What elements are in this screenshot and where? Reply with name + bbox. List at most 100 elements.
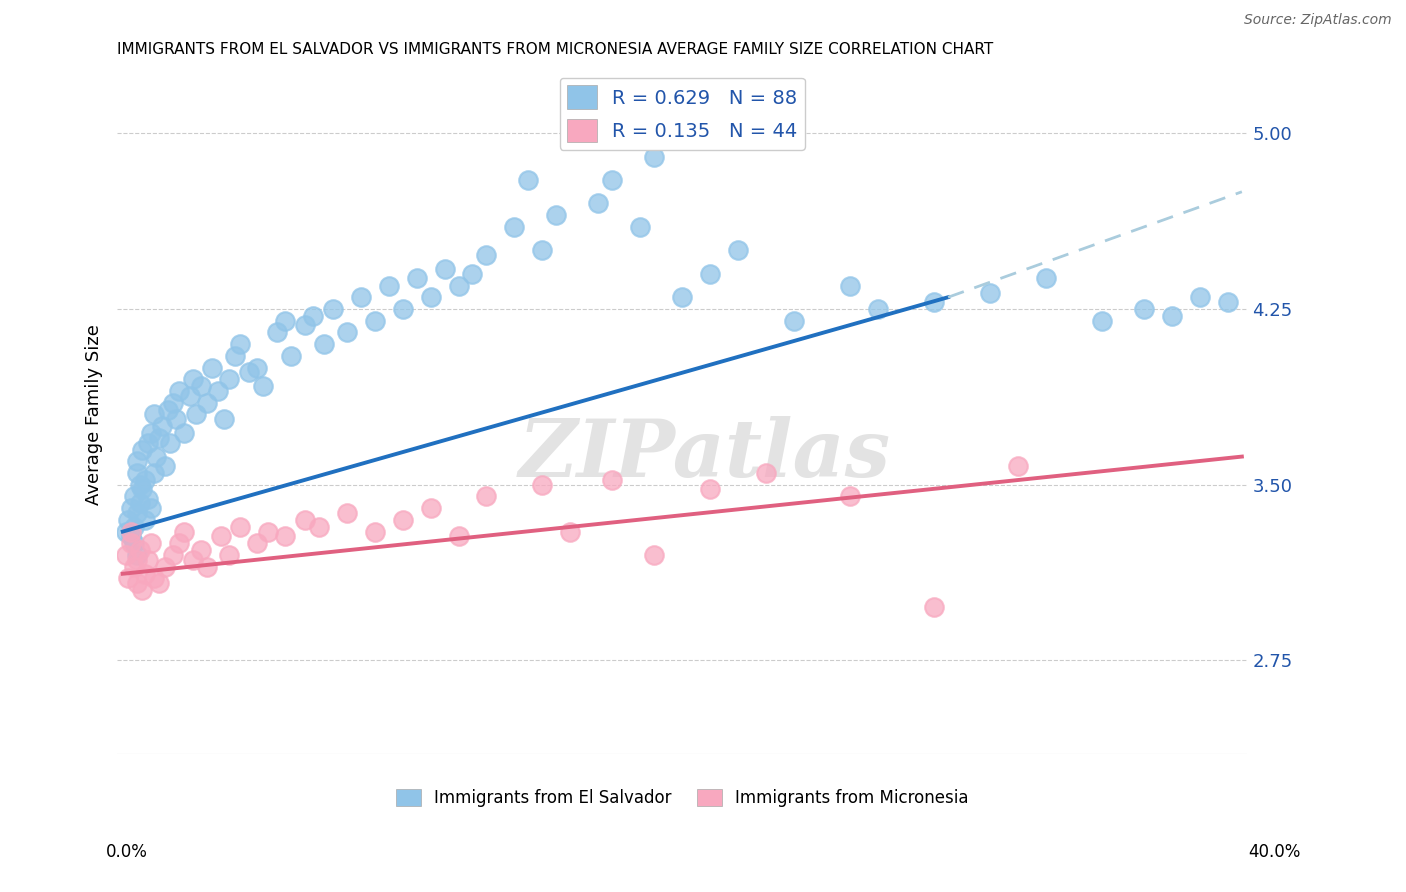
Point (125, 548, 148, 562)
Point (1161, 309, 1184, 323)
Point (280, 349, 302, 363)
Point (643, 548, 665, 562)
Point (419, 501, 441, 516)
Point (162, 548, 184, 562)
Point (531, 477, 554, 491)
Point (322, 301, 344, 316)
Point (266, 326, 288, 340)
Point (184, 408, 207, 422)
Point (1133, 301, 1156, 316)
Point (839, 278, 862, 293)
Point (922, 599, 945, 614)
Point (209, 529, 232, 543)
Point (308, 520, 330, 534)
Point (145, 450, 167, 464)
Point (117, 513, 139, 527)
Point (602, 473, 624, 487)
Point (167, 384, 190, 398)
Point (922, 294, 945, 309)
Point (117, 571, 139, 585)
Text: Source: ZipAtlas.com: Source: ZipAtlas.com (1244, 13, 1392, 28)
Point (218, 372, 240, 386)
Point (181, 372, 204, 386)
Point (503, 219, 526, 234)
Point (783, 313, 806, 327)
Point (131, 442, 153, 457)
Point (699, 483, 721, 497)
Point (979, 285, 1001, 300)
Point (179, 389, 201, 403)
Point (671, 290, 693, 304)
Point (125, 506, 148, 520)
Point (419, 290, 441, 304)
Point (114, 548, 136, 562)
Point (131, 583, 153, 598)
Point (122, 559, 145, 574)
Point (122, 536, 145, 550)
Point (1007, 458, 1029, 473)
Point (122, 490, 145, 504)
Point (475, 490, 498, 504)
Point (134, 513, 156, 527)
Point (628, 219, 651, 234)
Point (162, 395, 184, 409)
Point (363, 524, 385, 539)
Point (131, 483, 153, 497)
Point (128, 477, 150, 491)
Point (560, 126, 582, 140)
Point (302, 309, 325, 323)
Point (531, 244, 554, 258)
Point (1035, 271, 1057, 285)
Point (114, 524, 136, 539)
Point (181, 552, 204, 566)
Point (560, 524, 582, 539)
Point (461, 267, 484, 281)
Point (246, 536, 269, 550)
Point (153, 559, 176, 574)
Point (148, 576, 170, 591)
Y-axis label: Average Family Size: Average Family Size (86, 324, 103, 505)
Point (868, 301, 890, 316)
Point (142, 408, 165, 422)
Text: 40.0%: 40.0% (1249, 843, 1301, 861)
Point (150, 419, 173, 434)
Point (274, 313, 297, 327)
Point (125, 552, 148, 566)
Point (336, 326, 359, 340)
Point (433, 262, 456, 277)
Text: ZIPatlas: ZIPatlas (519, 417, 891, 494)
Point (294, 513, 316, 527)
Point (120, 536, 142, 550)
Text: IMMIGRANTS FROM EL SALVADOR VS IMMIGRANTS FROM MICRONESIA AVERAGE FAMILY SIZE CO: IMMIGRANTS FROM EL SALVADOR VS IMMIGRANT… (117, 42, 994, 57)
Point (839, 490, 862, 504)
Point (159, 435, 181, 450)
Point (190, 379, 212, 393)
Point (125, 576, 148, 591)
Point (224, 349, 246, 363)
Point (201, 360, 224, 375)
Point (134, 566, 156, 581)
Point (1188, 290, 1211, 304)
Point (156, 402, 179, 417)
Point (125, 466, 148, 480)
Point (1216, 294, 1239, 309)
Point (125, 454, 148, 468)
Point (229, 337, 252, 351)
Point (238, 365, 260, 379)
Point (134, 473, 156, 487)
Point (257, 524, 280, 539)
Point (447, 529, 470, 543)
Point (195, 559, 218, 574)
Point (139, 501, 162, 516)
Point (252, 379, 274, 393)
Point (363, 313, 385, 327)
Point (142, 571, 165, 585)
Point (128, 496, 150, 510)
Point (153, 458, 176, 473)
Point (207, 384, 229, 398)
Point (246, 360, 269, 375)
Point (405, 271, 427, 285)
Point (755, 466, 778, 480)
Point (136, 435, 159, 450)
Point (336, 506, 359, 520)
